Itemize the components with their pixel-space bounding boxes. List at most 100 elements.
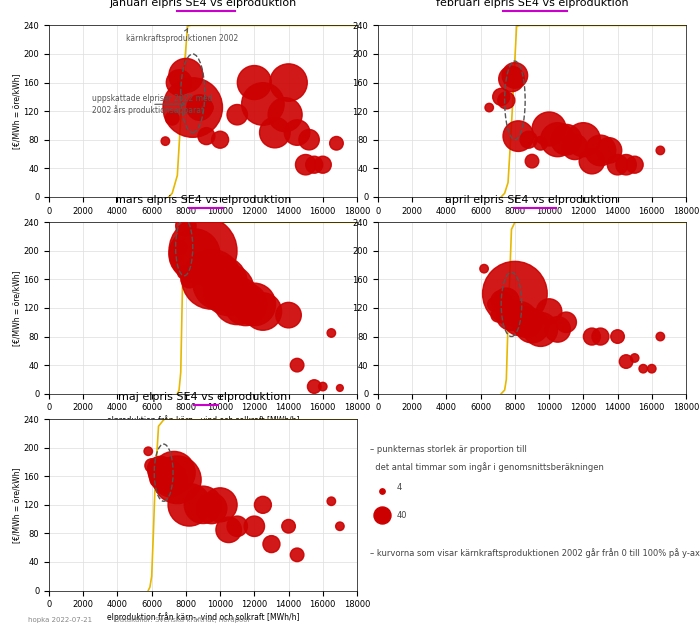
Point <box>291 360 302 370</box>
Point <box>172 475 183 485</box>
Point <box>543 124 554 134</box>
Point <box>535 324 546 335</box>
Point <box>335 521 346 531</box>
Text: mars elpris SE4 vs elproduktion: mars elpris SE4 vs elproduktion <box>115 195 291 205</box>
Point <box>629 159 641 170</box>
Point <box>512 131 524 141</box>
Point <box>248 77 260 88</box>
Point <box>496 296 507 306</box>
Point <box>197 246 209 256</box>
Point <box>646 364 657 374</box>
Point <box>510 70 521 81</box>
Point <box>214 278 225 288</box>
Point <box>535 138 546 149</box>
Point <box>232 521 243 531</box>
Point <box>158 467 169 478</box>
Point <box>194 102 205 112</box>
Point <box>526 156 538 166</box>
Text: hopka 2022-07-21          Datakällor: Svenska kraftnät, nordpool: hopka 2022-07-21 Datakällor: Svenska kra… <box>28 617 249 624</box>
Point <box>523 135 534 145</box>
Text: maj elpris SE4 vs elproduktion: maj elpris SE4 vs elproduktion <box>118 392 288 402</box>
Point <box>206 274 217 284</box>
Point <box>304 135 315 145</box>
Point <box>595 331 606 342</box>
Point <box>172 253 183 263</box>
Point <box>178 267 190 277</box>
Point <box>489 299 500 309</box>
Point <box>514 314 526 324</box>
Point <box>206 504 217 514</box>
Point <box>143 446 154 457</box>
Point <box>620 159 631 170</box>
Point <box>283 310 294 320</box>
Point <box>578 135 589 145</box>
Point <box>309 382 320 392</box>
Point <box>506 310 517 320</box>
Point <box>283 77 294 88</box>
X-axis label: elproduktion från kärn-, vind och solkraft [MWh/h]: elproduktion från kärn-, vind och solkra… <box>106 415 300 425</box>
Point <box>317 159 328 170</box>
Point <box>214 500 225 510</box>
Y-axis label: [€/MWh = öre/kWh]: [€/MWh = öre/kWh] <box>12 74 20 149</box>
Point <box>248 299 260 309</box>
Point <box>189 250 200 260</box>
Point <box>223 285 235 295</box>
Point <box>326 328 337 338</box>
Text: det antal timmar som ingår i genomsnittsberäkningen: det antal timmar som ingår i genomsnitts… <box>370 462 604 472</box>
Point <box>201 102 212 112</box>
Point <box>291 128 302 138</box>
Point <box>258 500 269 510</box>
Point <box>162 471 173 481</box>
Text: kärnkraftsproduktionen 2002: kärnkraftsproduktionen 2002 <box>126 29 238 43</box>
Point <box>587 331 598 342</box>
Point <box>167 113 178 123</box>
Point <box>552 135 564 145</box>
Text: 40: 40 <box>396 511 407 519</box>
Point <box>146 460 158 471</box>
Text: 4: 4 <box>396 483 402 492</box>
Point <box>248 521 260 531</box>
Point <box>223 525 235 535</box>
Point <box>291 550 302 560</box>
Point <box>479 264 490 274</box>
Point <box>612 159 623 170</box>
Point <box>266 539 277 549</box>
Point <box>232 296 243 306</box>
Point <box>240 299 251 309</box>
Point <box>561 318 572 328</box>
X-axis label: elproduktion från kärn-, vind och solkraft [MWh/h]: elproduktion från kärn-, vind och solkra… <box>106 612 300 622</box>
Point <box>317 382 328 392</box>
Point <box>500 296 512 306</box>
Point <box>165 475 176 485</box>
Point <box>309 159 320 170</box>
Point <box>214 135 225 145</box>
Point <box>232 110 243 120</box>
Point <box>638 364 649 374</box>
Point <box>283 521 294 531</box>
Point <box>160 136 171 146</box>
Point <box>543 307 554 317</box>
Point <box>151 475 162 485</box>
Point <box>569 142 580 152</box>
Point <box>522 318 533 328</box>
Text: februari elpris SE4 vs elproduktion: februari elpris SE4 vs elproduktion <box>435 0 629 8</box>
Point <box>620 356 631 366</box>
Point <box>197 500 209 510</box>
Point <box>187 102 198 112</box>
Point <box>183 274 195 284</box>
Point <box>258 99 269 109</box>
Point <box>629 353 641 363</box>
Point <box>174 77 185 88</box>
Point <box>279 110 290 120</box>
Point <box>552 324 564 335</box>
Point <box>181 221 192 231</box>
Y-axis label: [€/MWh = öre/kWh]: [€/MWh = öre/kWh] <box>12 467 20 542</box>
Point <box>500 95 512 105</box>
Point <box>300 159 312 170</box>
Text: april elpris SE4 vs elproduktion: april elpris SE4 vs elproduktion <box>445 195 619 205</box>
Point <box>168 467 179 478</box>
Point <box>595 145 606 156</box>
Text: – kurvorna som visar kärnkraftsproduktionen 2002 går från 0 till 100% på y-axeln: – kurvorna som visar kärnkraftsproduktio… <box>370 547 700 558</box>
Point <box>492 310 503 320</box>
Point <box>258 307 269 317</box>
